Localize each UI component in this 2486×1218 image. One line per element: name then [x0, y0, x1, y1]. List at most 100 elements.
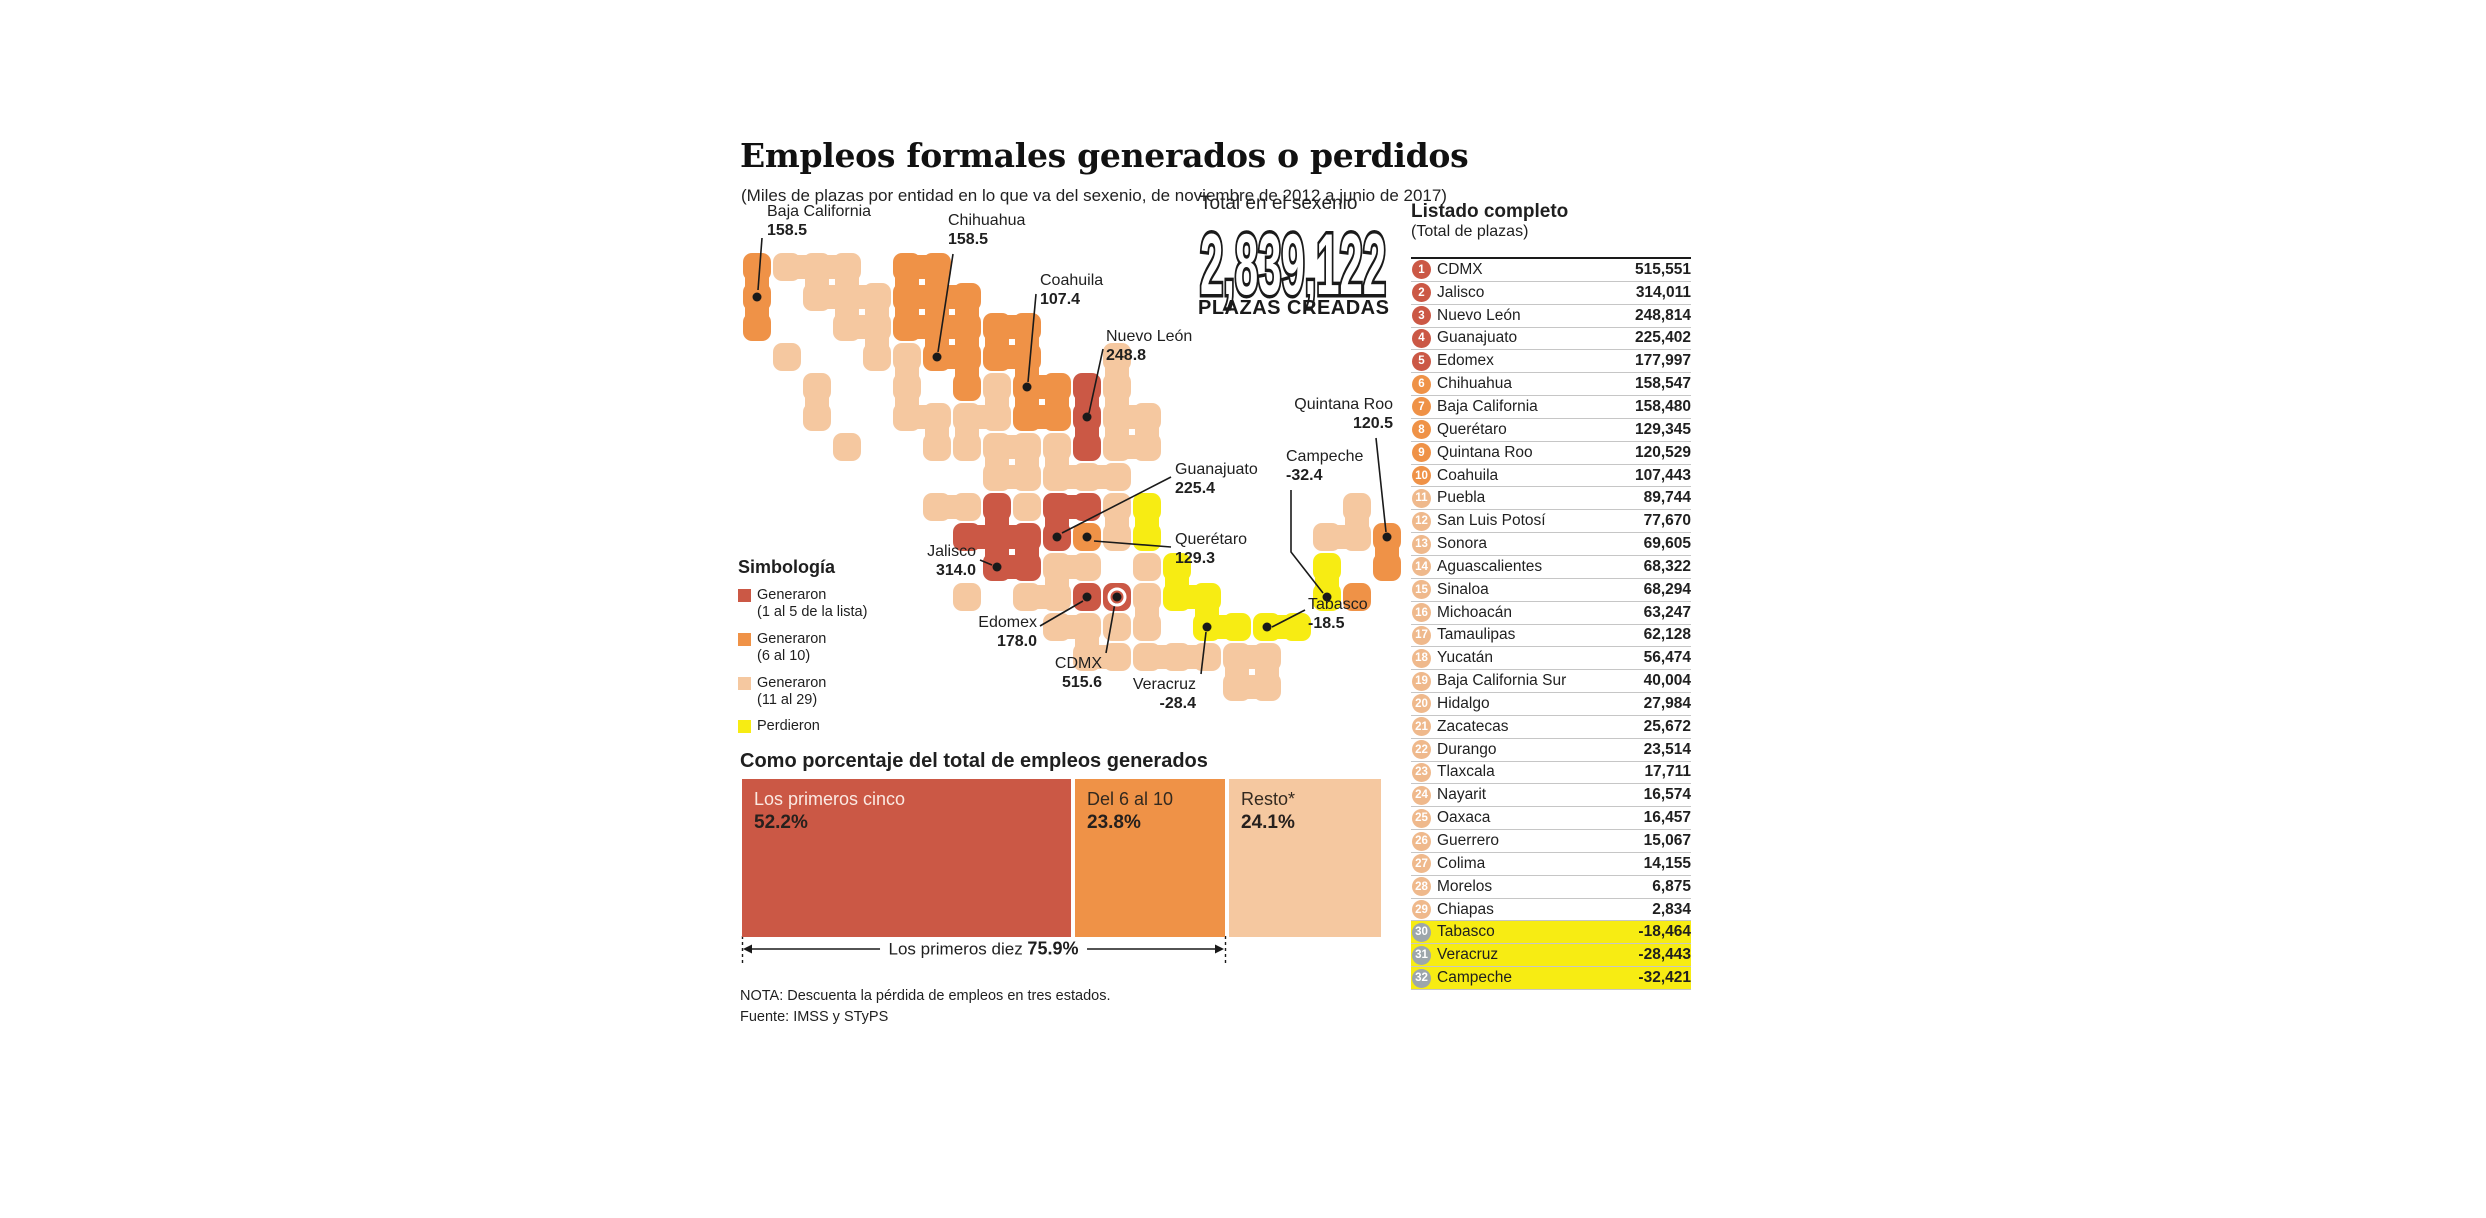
legend-label-line: Generaron	[757, 630, 827, 647]
table-row: 8 Querétaro 129,345	[1411, 419, 1691, 442]
table-row: 20 Hidalgo 27,984	[1411, 693, 1691, 716]
map-label-nuevo-leon: Nuevo León 248.8	[1106, 328, 1192, 366]
legend-label-line: Generaron	[757, 674, 827, 691]
bar-segment-1: Los primeros cinco 52.2%	[742, 779, 1071, 937]
table-row: 18 Yucatán 56,474	[1411, 647, 1691, 671]
legend-item-peach: Generaron (11 al 29)	[738, 675, 958, 710]
map-label-value: -28.4	[1159, 694, 1196, 712]
table-row: 31 Veracruz -28,443	[1411, 944, 1691, 968]
state-name: Nayarit	[1437, 786, 1487, 804]
state-name: Chiapas	[1437, 900, 1494, 918]
bar-segment-pct: 23.8%	[1087, 811, 1141, 833]
bracket-pct: 75.9%	[1027, 938, 1079, 959]
state-queretaro	[1073, 523, 1101, 551]
state-name: Guanajuato	[1437, 329, 1518, 347]
state-value: 120,529	[1634, 443, 1691, 461]
state-name: Jalisco	[1437, 283, 1485, 301]
arrowhead-left-icon	[743, 944, 752, 954]
map-label-coahuila: Coahuila 107.4	[1040, 272, 1103, 310]
map-label-value: 178.0	[996, 632, 1037, 650]
state-value: 23,514	[1643, 740, 1691, 758]
state-name: Veracruz	[1437, 946, 1499, 964]
legend-title: Simbología	[738, 557, 836, 577]
state-value: 69,605	[1643, 535, 1691, 553]
legend-swatch-red	[738, 589, 751, 602]
list-rows: 1 CDMX 515,551 2 Jalisco 314,011 3 Nuevo León 24…	[1411, 257, 1691, 990]
rank-badge: 5	[1412, 351, 1431, 371]
state-oaxaca	[1133, 643, 1221, 671]
table-row: 28 Morelos 6,875	[1411, 876, 1691, 899]
state-name: Oaxaca	[1437, 809, 1491, 827]
total-unit: PLAZAS CREADAS	[1198, 297, 1390, 319]
table-row: 11 Puebla 89,744	[1411, 487, 1691, 511]
state-value: 68,322	[1643, 557, 1691, 575]
legend-swatch-orange	[738, 632, 751, 646]
state-value: 15,067	[1643, 832, 1691, 850]
rank-badge: 29	[1412, 900, 1431, 920]
state-name: Durango	[1437, 740, 1497, 758]
map-label-name: Guanajuato	[1175, 461, 1258, 478]
state-value: 68,294	[1643, 580, 1691, 598]
state-value: 89,744	[1643, 489, 1691, 507]
state-value: 158,480	[1634, 397, 1691, 415]
bar-chart-title: Como porcentaje del total de empleos gen…	[740, 750, 1208, 772]
table-row: 12 San Luis Potosí 77,670	[1411, 510, 1691, 534]
rank-badge: 23	[1412, 762, 1431, 782]
table-row: 27 Colima 14,155	[1411, 853, 1691, 876]
legend-sub-line: (6 al 10)	[757, 648, 811, 665]
bar-segment-label: Resto*	[1241, 789, 1296, 809]
state-name: Chihuahua	[1437, 375, 1512, 393]
state-name: Baja California	[1437, 397, 1538, 415]
state-value: -28,443	[1638, 946, 1691, 964]
state-name: CDMX	[1437, 260, 1483, 278]
state-name: Hidalgo	[1437, 694, 1490, 712]
state-value: 16,574	[1643, 786, 1691, 804]
state-value: 16,457	[1643, 809, 1691, 827]
state-cdmx	[1103, 583, 1131, 611]
table-row: 3 Nuevo León 248,814	[1411, 305, 1691, 328]
table-row: 14 Aguascalientes 68,322	[1411, 556, 1691, 579]
map-label-name: Chihuahua	[948, 212, 1026, 229]
state-name: Baja California Sur	[1437, 672, 1567, 690]
state-chiapas	[1223, 643, 1281, 701]
total-value-text: 2,839,122	[1200, 217, 1386, 313]
map-label-value: 107.4	[1040, 290, 1081, 308]
state-name: Puebla	[1437, 489, 1486, 507]
state-value: -32,421	[1638, 969, 1691, 987]
map-label-tabasco: Tabasco -18.5	[1308, 596, 1368, 634]
state-value: 248,814	[1634, 306, 1691, 324]
bar-segment-pct: 52.2%	[754, 811, 808, 833]
legend-item-orange: Generaron (6 al 10)	[738, 631, 958, 666]
rank-badge: 26	[1412, 831, 1431, 851]
table-row: 22 Durango 23,514	[1411, 739, 1691, 762]
rank-badge: 15	[1412, 580, 1431, 600]
legend-swatch-yellow	[738, 720, 751, 734]
map-label-name: Edomex	[978, 614, 1037, 631]
state-name: Campeche	[1437, 969, 1512, 987]
table-row: 23 Tlaxcala 17,711	[1411, 762, 1691, 785]
rank-badge: 4	[1412, 328, 1431, 348]
map-label-value: -32.4	[1286, 466, 1323, 484]
state-morelos	[1103, 613, 1131, 641]
state-value: 14,155	[1643, 854, 1691, 872]
page-subtitle: (Miles de plazas por entidad en lo que v…	[741, 186, 1447, 205]
state-name: Sinaloa	[1437, 580, 1489, 598]
map-label-queretaro: Querétaro 129.3	[1175, 531, 1247, 569]
map-label-cdmx: CDMX 515.6	[1055, 655, 1102, 693]
legend-swatch-peach	[738, 676, 751, 690]
state-value: -18,464	[1638, 923, 1691, 941]
table-row: 24 Nayarit 16,574	[1411, 784, 1691, 808]
state-name: Guerrero	[1437, 832, 1500, 850]
map-label-jalisco: Jalisco 314.0	[927, 543, 976, 581]
state-name: Colima	[1437, 854, 1486, 872]
map-label-value: 515.6	[1061, 673, 1102, 691]
stacked-bar: Los primeros cinco 52.2% Del 6 al 10 23.8% R…	[742, 779, 1381, 937]
map-label-name: Nuevo León	[1106, 328, 1193, 345]
state-zacatecas	[983, 433, 1041, 491]
state-value: 40,004	[1643, 672, 1691, 690]
state-value: 63,247	[1643, 603, 1691, 621]
rank-badge: 18	[1412, 648, 1431, 668]
table-row: 6 Chihuahua 158,547	[1411, 373, 1691, 397]
rank-badge: 6	[1412, 374, 1431, 394]
table-row: 29 Chiapas 2,834	[1411, 899, 1691, 922]
